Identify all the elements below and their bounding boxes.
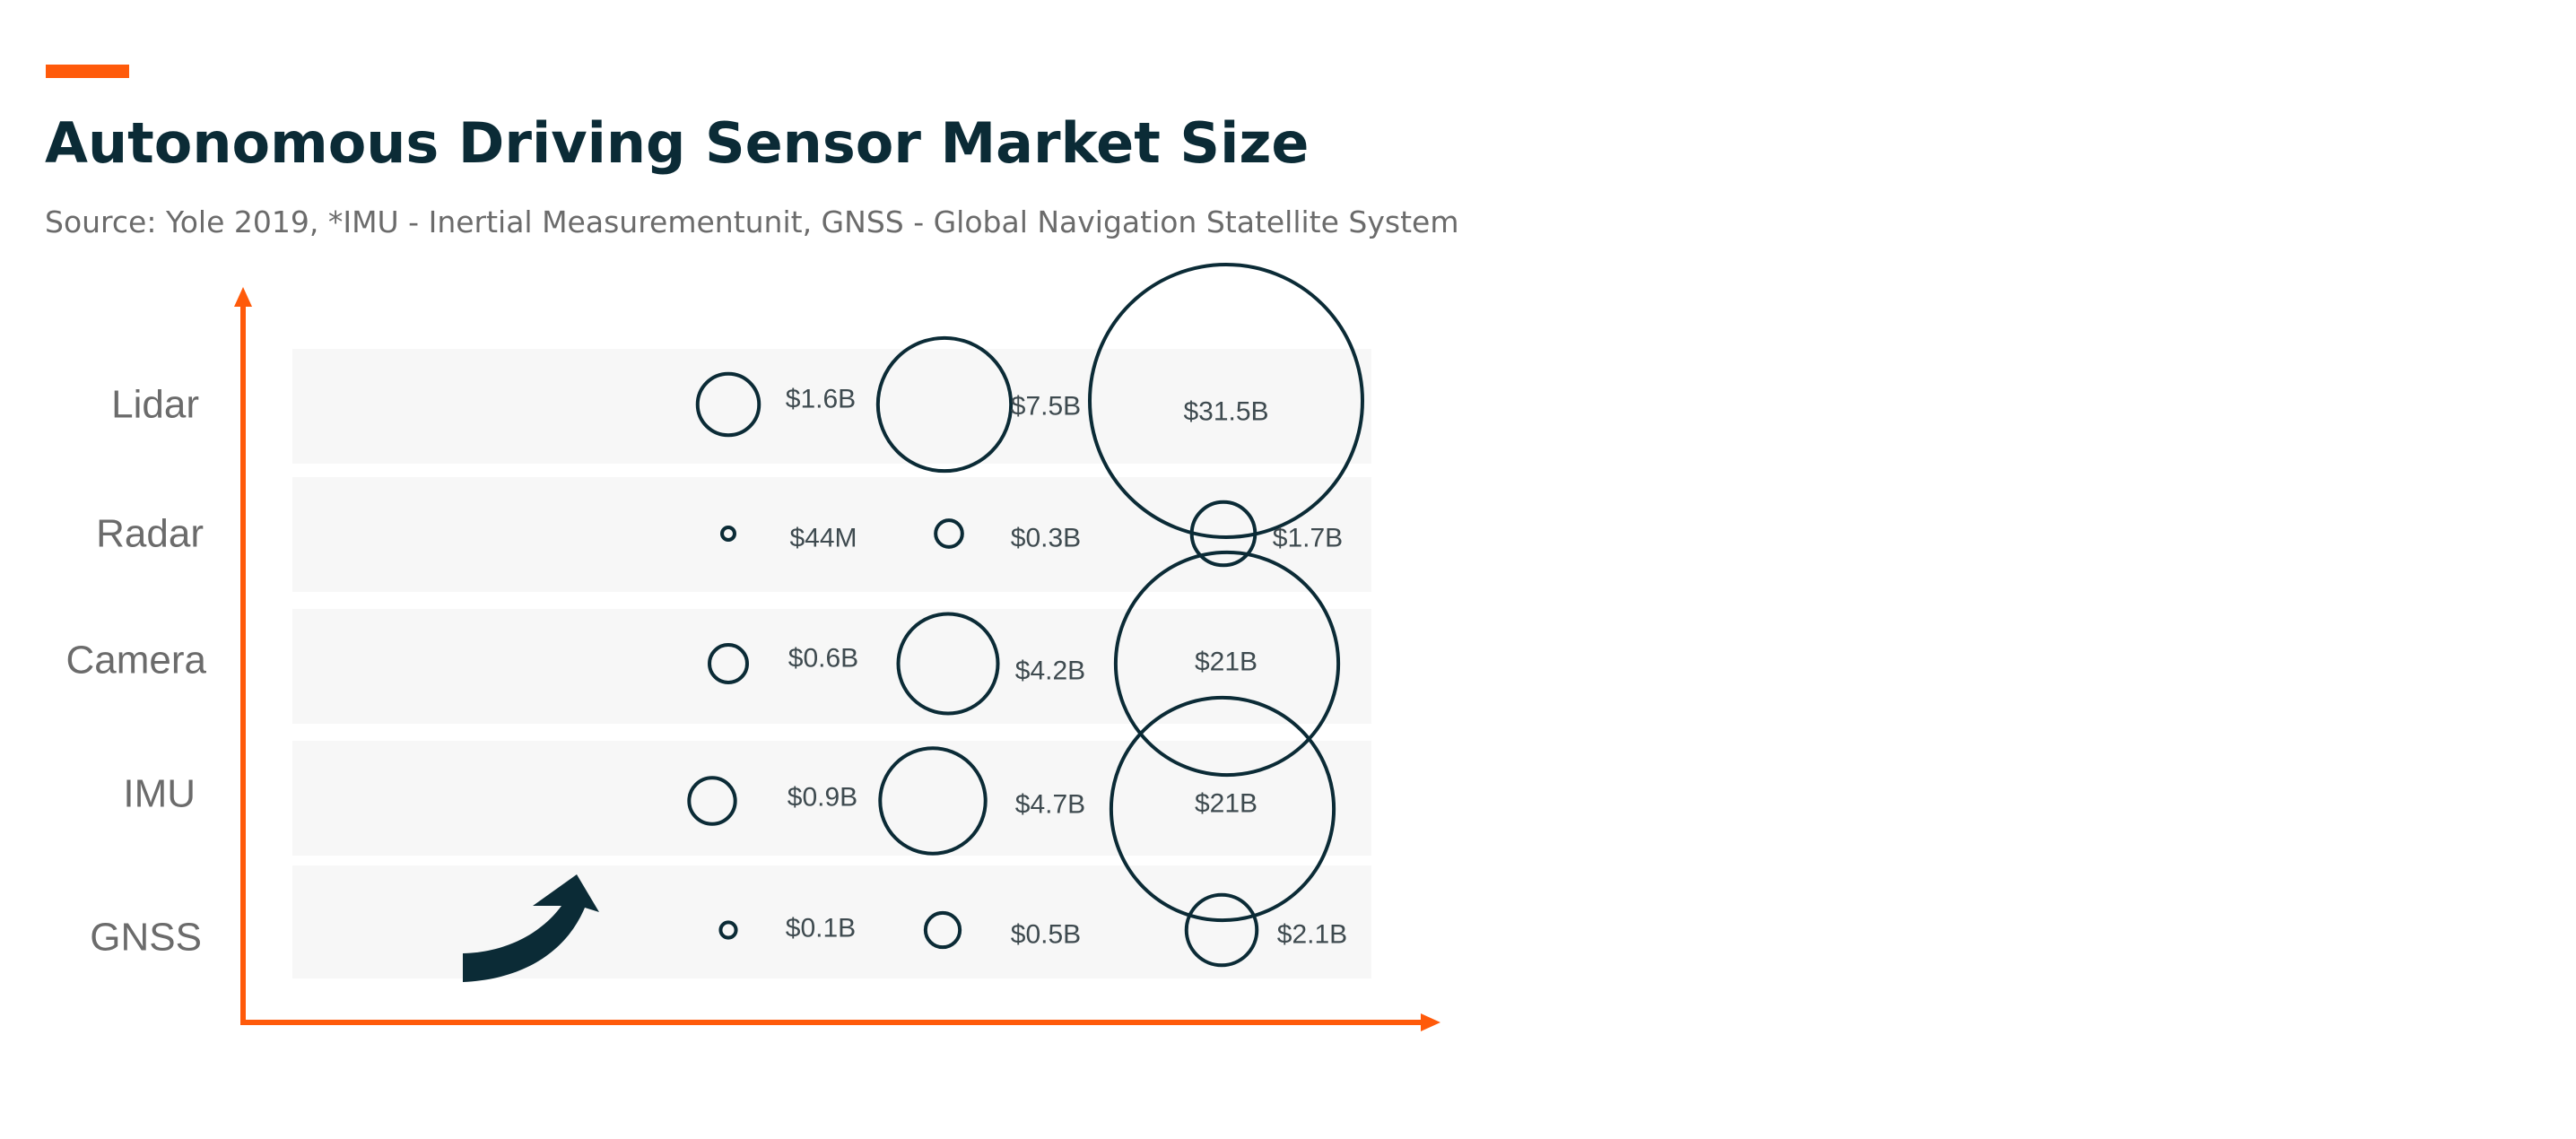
bubble bbox=[687, 776, 737, 826]
accent-bar bbox=[46, 65, 129, 78]
value-label: $0.1B bbox=[786, 914, 856, 943]
value-label: $1.7B bbox=[1273, 524, 1343, 553]
value-labels: $1.6B $44M $0.6B $0.9B $0.1B $7.5B $0.3B $4.2B $… bbox=[786, 385, 1347, 950]
category-label: IMU bbox=[123, 772, 196, 816]
bubble bbox=[1189, 500, 1258, 568]
curved-up-arrow-shape bbox=[463, 874, 599, 982]
bubble bbox=[878, 746, 988, 856]
bubble bbox=[695, 371, 761, 438]
value-label: $21B bbox=[1195, 648, 1258, 677]
bubble bbox=[1088, 263, 1364, 539]
category-label: Camera bbox=[66, 639, 207, 683]
y-axis-arrowhead bbox=[234, 287, 252, 307]
bubble bbox=[708, 643, 749, 684]
value-label: $44M bbox=[789, 524, 857, 553]
curved-up-arrow-icon bbox=[463, 874, 599, 982]
value-label: $0.9B bbox=[788, 783, 857, 813]
bubbles bbox=[687, 263, 1364, 968]
bubble bbox=[875, 335, 1014, 474]
bubble bbox=[1184, 892, 1259, 968]
x-axis-arrowhead bbox=[1421, 1013, 1440, 1031]
page-subtitle: Source: Yole 2019, *IMU - Inertial Measu… bbox=[45, 204, 1459, 239]
bubble bbox=[718, 920, 738, 940]
bubble bbox=[720, 526, 736, 542]
bubble bbox=[1113, 550, 1341, 778]
category-labels: Lidar Radar Camera IMU GNSS bbox=[66, 383, 207, 960]
value-label: $0.3B bbox=[1011, 524, 1081, 553]
row-background bbox=[292, 609, 1371, 724]
value-label: $31.5B bbox=[1183, 397, 1268, 427]
category-label: Radar bbox=[96, 512, 204, 556]
value-label: $21B bbox=[1195, 789, 1258, 819]
row-background bbox=[292, 349, 1371, 464]
category-label: Lidar bbox=[111, 383, 199, 427]
axes bbox=[234, 287, 1440, 1031]
bubble bbox=[934, 518, 964, 549]
value-label: $4.2B bbox=[1015, 656, 1085, 686]
value-label: $4.7B bbox=[1015, 790, 1085, 820]
value-label: $1.6B bbox=[786, 385, 856, 414]
value-label: $0.6B bbox=[788, 644, 858, 674]
value-label: $0.5B bbox=[1011, 920, 1081, 950]
row-backgrounds bbox=[292, 349, 1371, 978]
bubble bbox=[923, 910, 962, 950]
page-title: Autonomous Driving Sensor Market Size bbox=[45, 110, 1310, 176]
value-label: $7.5B bbox=[1011, 392, 1081, 422]
bubble bbox=[1109, 695, 1336, 923]
category-label: GNSS bbox=[90, 916, 202, 960]
bubble bbox=[896, 612, 1000, 716]
row-background bbox=[292, 741, 1371, 856]
value-label: $2.1B bbox=[1277, 920, 1347, 950]
